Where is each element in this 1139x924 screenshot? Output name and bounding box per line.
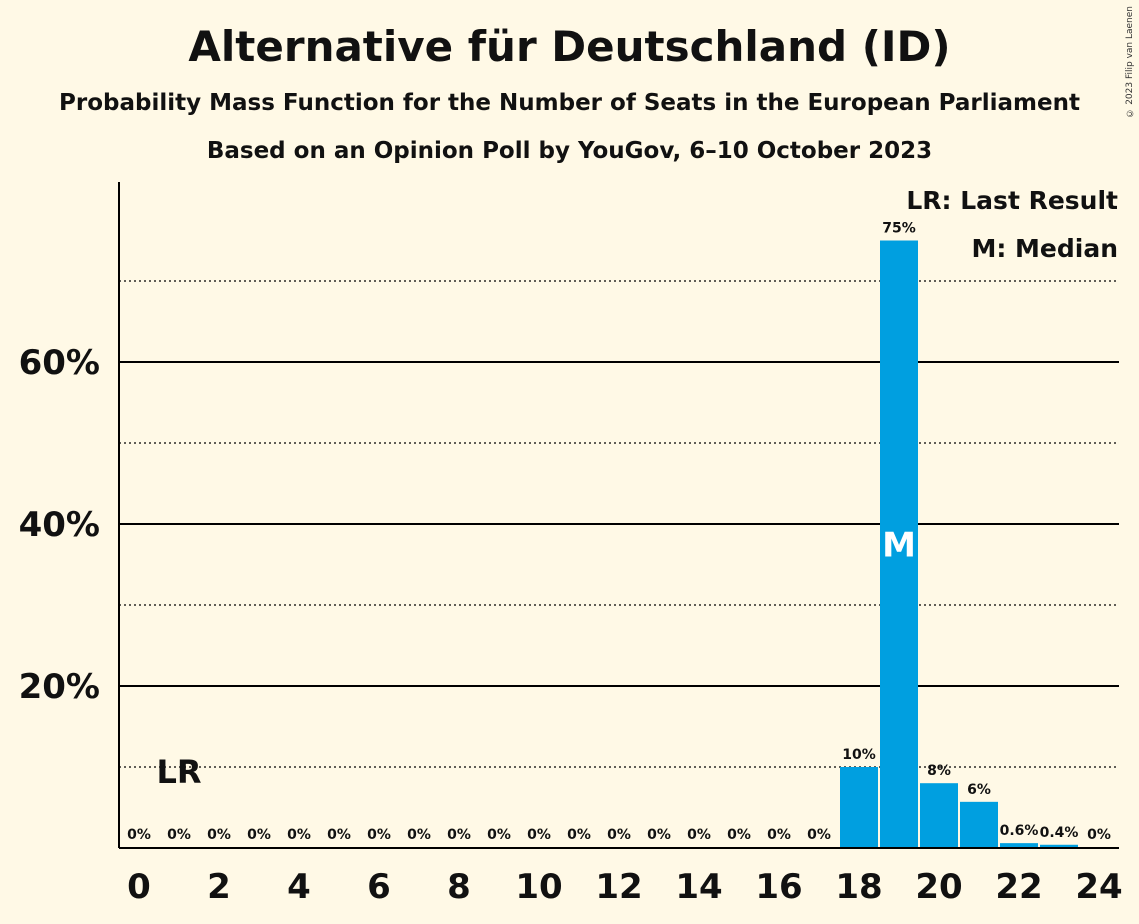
x-tick-label: 6	[367, 867, 391, 907]
x-tick-label: 10	[515, 867, 562, 907]
markers: LR M	[156, 525, 915, 791]
bar-value-label: 0%	[527, 827, 551, 843]
bar-value-label: 0%	[607, 827, 631, 843]
bar-value-label: 6%	[967, 782, 991, 798]
x-tick-label: 2	[207, 867, 231, 907]
bar-value-label: 0%	[127, 827, 151, 843]
bar-value-label: 0%	[447, 827, 471, 843]
bar-value-label: 75%	[882, 221, 916, 237]
bar	[960, 801, 998, 848]
x-tick-label: 0	[127, 867, 151, 907]
bar-value-label: 10%	[842, 747, 876, 763]
bar-value-label: 0%	[287, 827, 311, 843]
bar-value-label: 0%	[247, 827, 271, 843]
y-tick-label: 40%	[19, 505, 100, 545]
bar-value-label: 8%	[927, 763, 951, 779]
bar-value-label: 0%	[487, 827, 511, 843]
bar	[1040, 844, 1078, 848]
median-marker: M	[882, 525, 916, 565]
bar-value-label: 0.4%	[1040, 825, 1079, 841]
bar	[840, 767, 878, 848]
bar	[880, 240, 918, 848]
bar	[920, 783, 958, 848]
bar-value-label: 0%	[767, 827, 791, 843]
x-tick-label: 16	[755, 867, 802, 907]
bar-value-label: 0%	[687, 827, 711, 843]
y-tick-label: 60%	[19, 343, 100, 383]
x-tick-label: 12	[595, 867, 642, 907]
bar-value-label: 0%	[567, 827, 591, 843]
bar-value-label: 0%	[327, 827, 351, 843]
y-tick-labels: 20% 40% 60%	[19, 343, 100, 707]
bar	[1000, 843, 1038, 848]
gridlines	[119, 280, 1119, 768]
bar-value-label: 0%	[407, 827, 431, 843]
legend: LR: Last Result M: Median	[906, 186, 1118, 263]
chart-title: Alternative für Deutschland (ID)	[188, 22, 951, 71]
legend-item: LR: Last Result	[906, 186, 1118, 215]
bar-value-label: 0%	[1087, 827, 1111, 843]
bars	[840, 240, 1078, 848]
chart-source-line: Based on an Opinion Poll by YouGov, 6–10…	[206, 138, 933, 164]
last-result-marker: LR	[156, 753, 201, 791]
x-tick-label: 18	[835, 867, 882, 907]
x-tick-label: 14	[675, 867, 722, 907]
y-tick-label: 20%	[19, 667, 100, 707]
bar-value-label: 0%	[727, 827, 751, 843]
bar-value-label: 0%	[647, 827, 671, 843]
x-tick-label: 24	[1075, 867, 1122, 907]
bar-value-label: 0%	[207, 827, 231, 843]
legend-item: M: Median	[971, 234, 1118, 263]
bar-value-label: 0.6%	[1000, 823, 1039, 839]
x-tick-label: 20	[915, 867, 962, 907]
axes	[118, 182, 1119, 849]
bar-value-labels: 0% 0% 0% 0% 0% 0% 0% 0% 0% 0% 0% 0% 0% 0% 0% 0% 0% 0% 10% 7…	[127, 221, 1111, 844]
chart-subtitle: Probability Mass Function for the Number…	[59, 90, 1080, 116]
bar-value-label: 0%	[167, 827, 191, 843]
bar-value-label: 0%	[807, 827, 831, 843]
x-tick-labels: 0 2 4 6 8 10 12 14 16 18 20 22 24	[127, 867, 1123, 907]
x-tick-label: 22	[995, 867, 1042, 907]
x-tick-label: 8	[447, 867, 471, 907]
bar-value-label: 0%	[367, 827, 391, 843]
x-tick-label: 4	[287, 867, 311, 907]
